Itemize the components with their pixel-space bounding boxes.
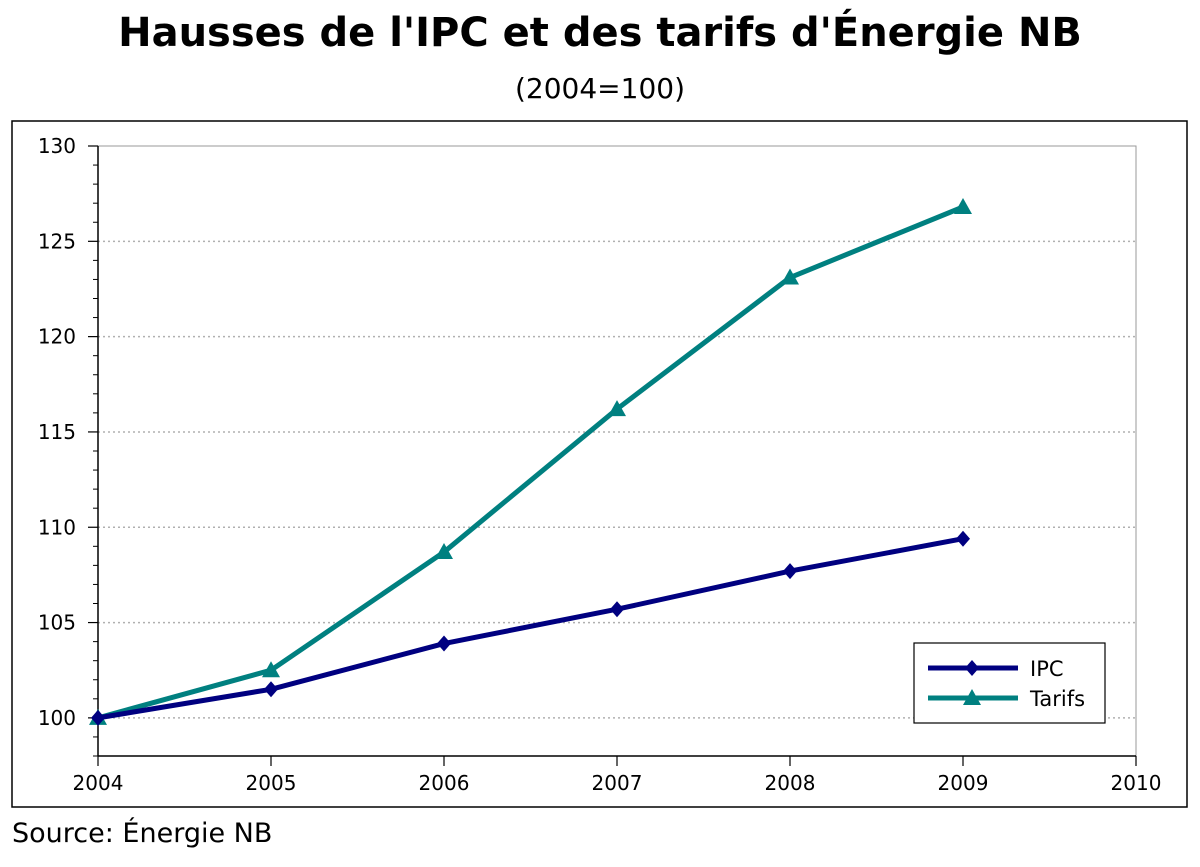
data-point-tarifs	[608, 400, 626, 417]
y-tick-label: 120	[38, 325, 76, 349]
chart-title: Hausses de l'IPC et des tarifs d'Énergie…	[118, 10, 1082, 56]
legend-label-ipc: IPC	[1030, 657, 1064, 681]
data-point-ipc	[783, 563, 797, 580]
data-point-ipc	[956, 530, 970, 547]
y-tick-label: 130	[38, 134, 76, 158]
data-point-ipc	[264, 681, 278, 698]
axes: 100 105 110 115 120 125 130 2004 2005 2006 2007 200…	[38, 134, 1162, 795]
x-tick-label: 2008	[765, 771, 816, 795]
x-tick-label: 2010	[1111, 771, 1162, 795]
series-ipc	[91, 530, 970, 726]
legend-label-tarifs: Tarifs	[1029, 687, 1085, 711]
chart-subtitle: (2004=100)	[514, 72, 685, 105]
data-point-tarifs	[954, 198, 972, 214]
series-tarifs	[89, 198, 972, 725]
data-point-tarifs	[435, 543, 453, 560]
y-tick-label: 105	[38, 611, 76, 635]
legend-marker-tarifs	[963, 689, 981, 705]
legend-box	[913, 642, 1106, 724]
x-tick-label: 2005	[246, 771, 297, 795]
series-line-ipc	[97, 536, 964, 721]
data-point-ipc	[610, 601, 624, 618]
data-point-ipc	[91, 709, 105, 726]
chart-frame	[11, 120, 1188, 808]
x-tick-label: 2004	[73, 771, 124, 795]
y-tick-label: 125	[38, 229, 76, 253]
series-line-tarifs	[97, 204, 964, 721]
y-tick-label: 100	[38, 706, 76, 730]
x-tick-label: 2009	[938, 771, 989, 795]
x-tick-label: 2006	[419, 771, 470, 795]
data-point-tarifs	[781, 268, 799, 285]
data-point-tarifs	[262, 661, 280, 678]
data-point-ipc	[437, 635, 451, 652]
x-tick-label: 2007	[592, 771, 643, 795]
y-tick-label: 115	[38, 420, 76, 444]
y-tick-label: 110	[38, 515, 76, 539]
series-group	[89, 198, 972, 726]
source-note: Source: Énergie NB	[12, 818, 273, 849]
legend-marker-ipc	[965, 660, 979, 676]
legend: IPC Tarifs	[913, 642, 1106, 724]
